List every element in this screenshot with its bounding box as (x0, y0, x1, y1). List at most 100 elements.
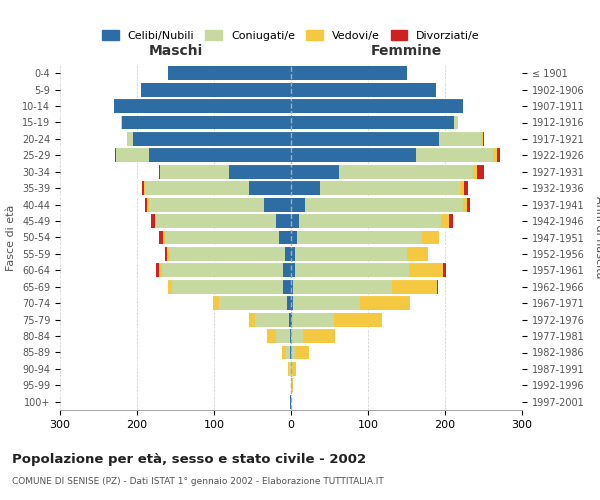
Bar (463, 198, 467, 211)
Bar (464, 181, 468, 195)
Bar (291, 230, 297, 244)
Bar (289, 312, 291, 326)
Bar (115, 148, 116, 162)
Text: Maschi: Maschi (148, 44, 203, 59)
Bar (293, 296, 360, 310)
Bar (277, 329, 290, 343)
Bar (156, 264, 158, 278)
Bar (291, 346, 295, 360)
Bar (443, 264, 446, 278)
Bar (285, 247, 291, 261)
Bar (127, 132, 133, 146)
Bar (155, 214, 156, 228)
Bar (144, 181, 145, 195)
Bar (286, 346, 290, 360)
Bar (160, 230, 163, 244)
Bar (291, 66, 407, 80)
Bar (334, 312, 382, 326)
Bar (282, 346, 286, 360)
Bar (302, 329, 335, 343)
Bar (289, 362, 291, 376)
Bar (467, 198, 470, 211)
Bar (478, 165, 484, 179)
Bar (295, 346, 309, 360)
Bar (147, 198, 149, 211)
Bar (473, 165, 478, 179)
Bar (460, 181, 464, 195)
Bar (158, 264, 161, 278)
Text: Femmine: Femmine (371, 44, 442, 59)
Bar (133, 132, 291, 146)
Bar (409, 264, 443, 278)
Bar (248, 181, 291, 195)
Bar (220, 296, 287, 310)
Bar (283, 280, 291, 294)
Bar (291, 99, 463, 113)
Bar (213, 296, 220, 310)
Y-axis label: Anni di nascita: Anni di nascita (594, 196, 600, 279)
Text: COMUNE DI SENISE (PZ) - Dati ISTAT 1° gennaio 2002 - Elaborazione TUTTITALIA.IT: COMUNE DI SENISE (PZ) - Dati ISTAT 1° ge… (12, 478, 384, 486)
Bar (292, 362, 296, 376)
Bar (291, 165, 339, 179)
Bar (291, 132, 439, 146)
Bar (422, 230, 439, 244)
Bar (290, 395, 291, 409)
Bar (168, 280, 172, 294)
Text: Popolazione per età, sesso e stato civile - 2002: Popolazione per età, sesso e stato civil… (12, 452, 366, 466)
Bar (454, 116, 458, 130)
Bar (295, 264, 409, 278)
Bar (439, 132, 481, 146)
Bar (114, 99, 291, 113)
Bar (291, 329, 302, 343)
Bar (339, 165, 473, 179)
Bar (229, 165, 291, 179)
Bar (166, 230, 280, 244)
Bar (290, 329, 291, 343)
Bar (169, 247, 285, 261)
Bar (122, 116, 291, 130)
Bar (264, 198, 291, 211)
Bar (161, 264, 283, 278)
Legend: Celibi/Nubili, Coniugati/e, Vedovi/e, Divorziati/e: Celibi/Nubili, Coniugati/e, Vedovi/e, Di… (98, 26, 484, 46)
Bar (165, 247, 167, 261)
Bar (158, 165, 160, 179)
Bar (295, 247, 407, 261)
Bar (441, 214, 449, 228)
Bar (297, 230, 422, 244)
Bar (160, 165, 229, 179)
Bar (291, 264, 295, 278)
Bar (248, 312, 255, 326)
Bar (283, 264, 291, 278)
Bar (156, 214, 275, 228)
Bar (483, 132, 484, 146)
Bar (291, 198, 305, 211)
Bar (141, 82, 291, 96)
Bar (293, 280, 392, 294)
Bar (149, 148, 291, 162)
Bar (275, 214, 291, 228)
Bar (292, 312, 334, 326)
Bar (121, 116, 122, 130)
Bar (145, 181, 248, 195)
Bar (167, 247, 169, 261)
Bar (305, 198, 463, 211)
Bar (172, 280, 283, 294)
Bar (142, 181, 144, 195)
Bar (288, 362, 289, 376)
Bar (299, 214, 441, 228)
Bar (267, 329, 277, 343)
Bar (287, 296, 291, 310)
Bar (145, 198, 147, 211)
Bar (291, 148, 416, 162)
Bar (291, 116, 454, 130)
Bar (291, 247, 295, 261)
Bar (407, 247, 428, 261)
Bar (493, 148, 497, 162)
Bar (168, 66, 291, 80)
Bar (291, 280, 293, 294)
Bar (291, 378, 293, 392)
Bar (497, 148, 500, 162)
Bar (416, 148, 493, 162)
Bar (291, 296, 293, 310)
Bar (280, 230, 291, 244)
